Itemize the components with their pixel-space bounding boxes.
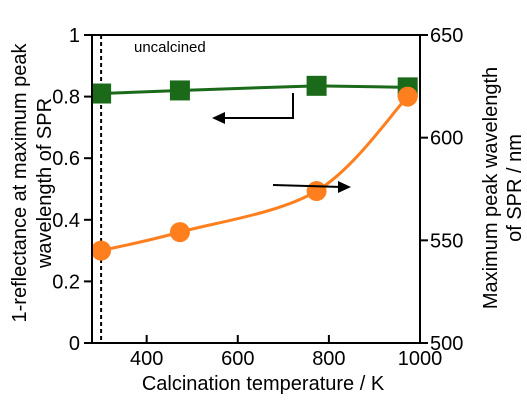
y-left-tick-label-5: 0.8 — [52, 87, 80, 109]
series-1-point-1 — [91, 83, 112, 104]
series-2-point-3 — [306, 181, 327, 202]
x-tick-label-1: 400 — [130, 348, 163, 370]
y-right-tick-label-1: 500 — [430, 333, 463, 355]
x-axis-title: Calcination temperature / K — [142, 373, 385, 395]
y-left-tick-label-2: 0.2 — [52, 271, 80, 293]
y-left-tick-label-6: 1 — [69, 25, 80, 47]
arrow-to-right-axis — [272, 181, 351, 193]
y-axis-right-title-line2: of SPR / nm — [504, 134, 526, 242]
annotation-uncalcined: uncalcined — [134, 39, 206, 56]
series-1-point-3 — [306, 75, 327, 96]
y-right-tick-label-2: 550 — [430, 230, 463, 252]
y-left-tick-label-4: 0.6 — [52, 148, 80, 170]
y-left-tick-label-3: 0.4 — [52, 210, 80, 232]
x-tick-label-2: 600 — [221, 348, 254, 370]
series-2-point-2 — [169, 222, 190, 243]
y-axis-right-title-line1: Maximum peak wavelength — [480, 67, 502, 309]
y-axis-left-title-line2: wavelength of SPR — [34, 98, 56, 269]
arrow-to-left-axis — [212, 93, 294, 124]
plot-layer — [91, 35, 418, 343]
series-2-point-1 — [91, 240, 112, 261]
x-tick-label-4: 1000 — [398, 348, 443, 370]
series-1-point-2 — [169, 80, 190, 101]
y-left-tick-label-1: 0 — [69, 333, 80, 355]
series-2-line — [100, 95, 409, 253]
axes-layer: 400 600 800 1000 0 0.2 0.4 0.6 0.8 1 500 550 600 650 — [52, 25, 463, 370]
plot-frame — [91, 34, 421, 344]
series-1-line — [101, 84, 408, 96]
x-tick-label-3: 800 — [312, 348, 345, 370]
series-2-point-4 — [397, 86, 418, 107]
y-right-tick-label-3: 600 — [430, 128, 463, 150]
y-axis-left-title-line1: 1-reflectance at maximum peak — [9, 43, 31, 323]
y-right-tick-label-4: 650 — [430, 25, 463, 47]
